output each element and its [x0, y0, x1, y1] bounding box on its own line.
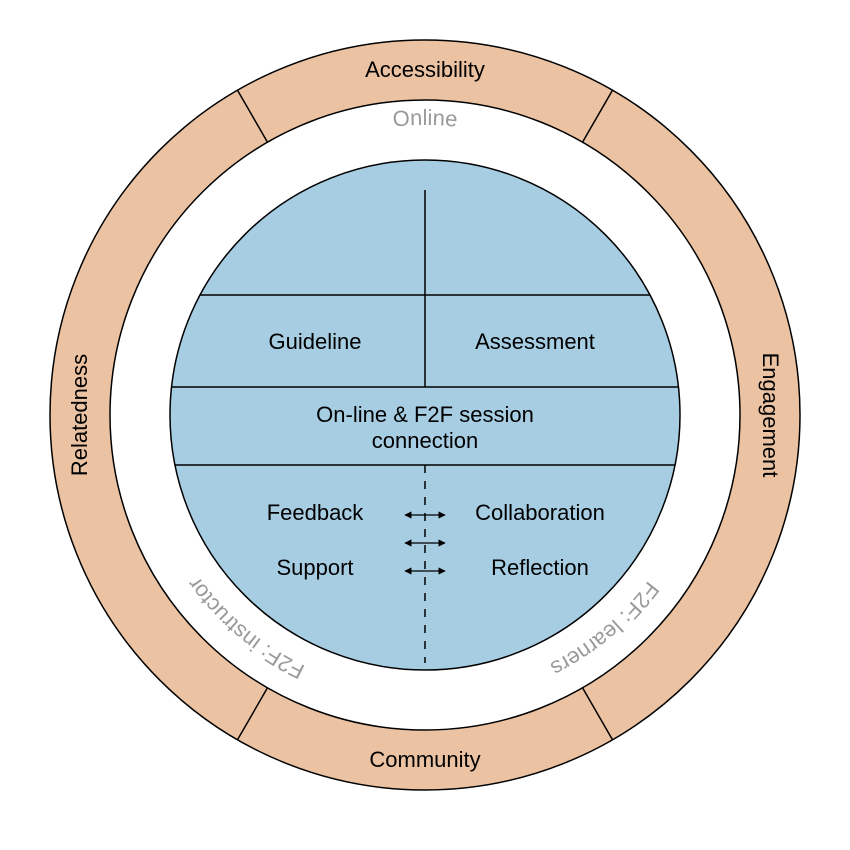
inner-label-reflection: Reflection: [491, 555, 589, 580]
radial-diagram: Accessibility Community Relatedness Enga…: [0, 0, 850, 850]
outer-label-bottom: Community: [369, 747, 480, 772]
inner-label-middle-2: connection: [372, 428, 478, 453]
inner-label-assessment: Assessment: [475, 329, 595, 354]
inner-label-guideline: Guideline: [269, 329, 362, 354]
outer-label-right: Engagement: [758, 353, 783, 478]
inner-label-middle-1: On-line & F2F session: [316, 402, 534, 427]
inner-label-support: Support: [276, 555, 353, 580]
inner-label-collaboration: Collaboration: [475, 500, 605, 525]
outer-label-left: Relatedness: [67, 354, 92, 476]
outer-label-top: Accessibility: [365, 57, 485, 82]
inner-label-feedback: Feedback: [267, 500, 365, 525]
mid-label-top: Online: [392, 105, 459, 132]
